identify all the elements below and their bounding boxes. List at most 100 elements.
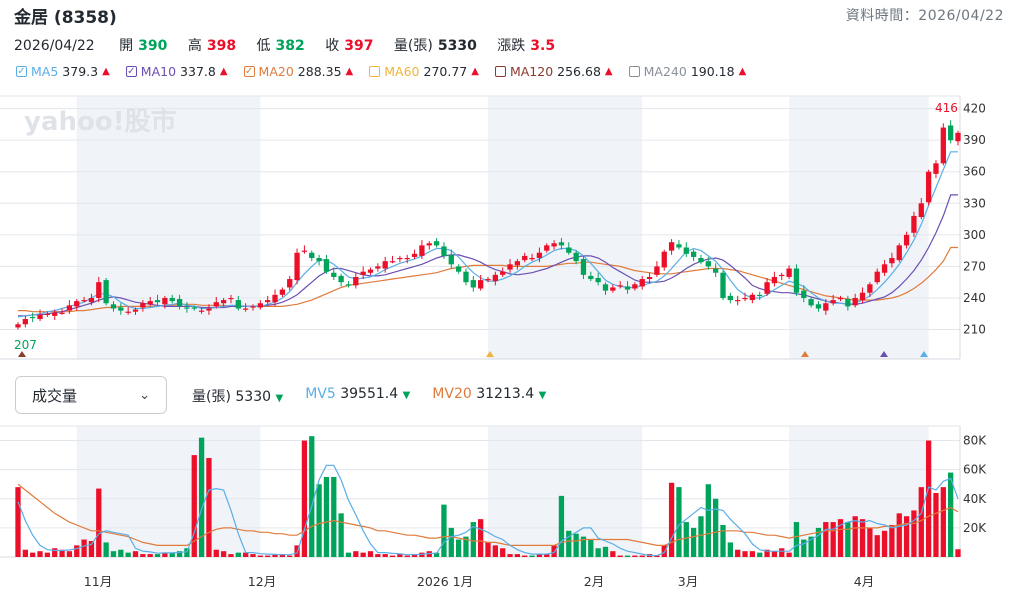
volume-bar	[220, 551, 227, 557]
candle-body	[397, 258, 403, 260]
x-tick-label: 11月	[84, 574, 112, 589]
marker-icon	[486, 351, 494, 357]
candle-body	[375, 266, 381, 269]
volume-value: 5330	[437, 38, 477, 54]
y-tick-label: 390	[963, 133, 986, 147]
volume-bar	[345, 552, 352, 557]
candle-body	[940, 127, 946, 164]
ma-value: 337.8	[180, 64, 216, 79]
candle-body	[220, 300, 227, 304]
candle-body	[103, 280, 109, 304]
candle-body	[529, 258, 535, 260]
candle-body	[500, 271, 506, 275]
candle-body	[448, 254, 454, 265]
volume-bar	[713, 498, 719, 557]
indicator-select[interactable]: 成交量 ⌄	[15, 376, 167, 414]
candle-body	[727, 295, 733, 301]
vol-tick-label: 60K	[963, 463, 987, 477]
candle-body	[110, 304, 117, 309]
candle-body	[867, 284, 873, 293]
volume-bar	[727, 542, 733, 557]
volume-bar	[353, 551, 359, 557]
volume-bar	[30, 552, 36, 557]
volume-bar	[830, 522, 836, 557]
ma-toggle-ma5[interactable]: ✓ MA5 379.3 ▲	[16, 64, 110, 79]
candle-body	[801, 290, 807, 298]
volume-bar	[44, 552, 51, 557]
volume-bar	[551, 545, 557, 557]
volume-bar	[470, 522, 476, 557]
month-band	[488, 96, 643, 359]
x-tick-label: 2月	[584, 574, 604, 589]
volume-bar	[74, 545, 80, 557]
checkbox-icon[interactable]: ✓	[16, 65, 27, 77]
mv20-legend-item: MV20 31213.4 ▼	[432, 386, 547, 402]
volume-bar	[198, 437, 205, 557]
volume-bar	[162, 552, 168, 557]
marker-icon	[18, 351, 26, 357]
volume-bar	[925, 440, 932, 557]
volume-bar	[272, 554, 278, 557]
volume-bar	[316, 484, 322, 557]
close-value: 397	[344, 38, 374, 54]
candle-body	[514, 261, 521, 266]
volume-bar	[500, 548, 506, 557]
checkbox-icon[interactable]	[369, 66, 381, 77]
candle-body	[698, 258, 704, 263]
volume-bar	[573, 533, 579, 557]
y-tick-label: 210	[963, 323, 986, 337]
candle-body	[154, 300, 161, 303]
volume-bar	[881, 530, 888, 557]
data-timestamp: 資料時間：2026/04/22	[845, 8, 1004, 24]
candle-body	[889, 258, 895, 264]
volume-bar	[433, 552, 440, 557]
quote-date: 2026/04/22	[14, 38, 95, 54]
vol-tick-label: 20K	[963, 521, 987, 535]
volume-bar	[933, 492, 939, 557]
volume-bar	[103, 542, 109, 557]
y-tick-label: 360	[963, 165, 986, 179]
volume-bar	[661, 545, 667, 557]
up-arrow-icon: ▲	[345, 66, 354, 77]
ma-value: 379.3	[62, 64, 99, 79]
ma-legend: ✓ MA5 379.3 ▲ ✓ MA10 337.8 ▲ ✓ MA20 288.35 ▲ MA60 270…	[16, 64, 746, 79]
volume-bar	[389, 555, 396, 557]
candle-body	[132, 309, 139, 312]
vol-tick-label: 80K	[963, 434, 987, 448]
volume-bar	[808, 536, 814, 557]
volume-bar	[257, 555, 263, 557]
volume-bar	[184, 548, 190, 557]
up-arrow-icon: ▲	[102, 66, 110, 77]
volume-bar	[169, 552, 175, 557]
ma-toggle-ma240[interactable]: MA240 190.18 ▲	[628, 64, 746, 79]
volume-bar	[463, 536, 469, 557]
ma-toggle-ma60[interactable]: MA60 270.77 ▲	[369, 64, 479, 79]
ma-toggle-ma10[interactable]: ✓ MA10 337.8 ▲	[125, 64, 228, 79]
volume-bar	[228, 554, 234, 557]
candle-body	[646, 276, 653, 280]
candle-body	[948, 125, 954, 141]
up-arrow-icon: ▲	[471, 66, 479, 77]
checkbox-icon[interactable]: ✓	[243, 65, 255, 77]
ma-toggle-ma20[interactable]: ✓ MA20 288.35 ▲	[243, 64, 354, 79]
volume-bar	[837, 519, 844, 557]
volume-bar	[595, 548, 601, 557]
candle-body	[808, 299, 814, 306]
volume-bar	[88, 540, 95, 557]
checkbox-icon[interactable]: ✓	[125, 65, 137, 77]
checkbox-icon[interactable]	[628, 66, 640, 77]
volume-bar	[624, 555, 631, 557]
mv5-legend-item: MV5 39551.4 ▼	[305, 386, 411, 402]
ma-toggle-ma120[interactable]: MA120 256.68 ▲	[494, 64, 613, 79]
candle-body	[624, 286, 631, 290]
volume-bar	[536, 554, 543, 557]
candle-body	[588, 275, 594, 280]
candle-body	[426, 243, 432, 246]
candle-body	[903, 234, 910, 246]
volume-bar	[610, 551, 616, 557]
candle-body	[162, 297, 168, 305]
checkbox-icon[interactable]	[494, 66, 506, 77]
high-label: 高	[187, 38, 202, 54]
candle-body	[955, 132, 961, 142]
